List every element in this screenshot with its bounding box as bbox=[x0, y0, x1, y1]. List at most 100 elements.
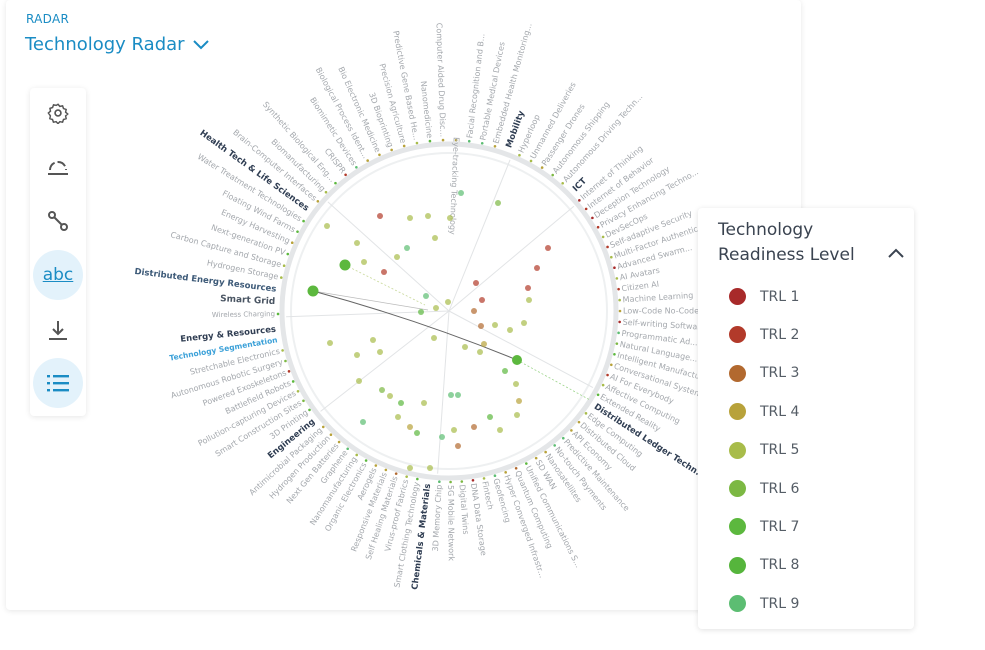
selected-technology-dot[interactable] bbox=[307, 285, 319, 297]
technology-dot[interactable] bbox=[377, 213, 383, 219]
settings-button[interactable] bbox=[33, 88, 83, 138]
technology-dot[interactable] bbox=[534, 265, 540, 271]
technology-dot[interactable] bbox=[425, 213, 431, 219]
technology-tick bbox=[493, 144, 497, 148]
technology-dot[interactable] bbox=[381, 269, 387, 275]
technology-label[interactable]: Nanomedicine bbox=[419, 80, 434, 138]
technology-dot[interactable] bbox=[431, 335, 437, 341]
technology-dot[interactable] bbox=[455, 392, 461, 398]
technology-dot[interactable] bbox=[398, 400, 404, 406]
technology-dot[interactable] bbox=[471, 424, 477, 430]
legend-item-trl-4[interactable]: TRL 4 bbox=[729, 403, 799, 421]
technology-dot[interactable] bbox=[492, 322, 498, 328]
technology-label[interactable]: Computer Aided Drug Disc... bbox=[434, 23, 447, 138]
technology-dot[interactable] bbox=[445, 299, 451, 305]
technology-dot[interactable] bbox=[513, 381, 519, 387]
technology-dot[interactable] bbox=[477, 349, 483, 355]
technology-dot[interactable] bbox=[525, 285, 531, 291]
connections-button[interactable] bbox=[33, 196, 83, 246]
highlighted-technology-dot[interactable] bbox=[512, 355, 522, 365]
technology-dot[interactable] bbox=[439, 434, 445, 440]
technology-dot[interactable] bbox=[448, 392, 454, 398]
legend-item-trl-5[interactable]: TRL 5 bbox=[729, 441, 799, 459]
chevron-up-icon[interactable] bbox=[888, 248, 904, 258]
technology-label[interactable]: 5G Mobile Network bbox=[446, 485, 456, 561]
technology-dot[interactable] bbox=[514, 412, 520, 418]
technology-dot[interactable] bbox=[394, 254, 400, 260]
technology-dot[interactable] bbox=[356, 378, 362, 384]
technology-dot[interactable] bbox=[361, 259, 367, 265]
technology-dot[interactable] bbox=[379, 387, 385, 393]
technology-dot[interactable] bbox=[432, 235, 438, 241]
legend-item-trl-1[interactable]: TRL 1 bbox=[729, 288, 799, 305]
legend-item-trl-3[interactable]: TRL 3 bbox=[729, 364, 799, 382]
technology-dot[interactable] bbox=[387, 393, 393, 399]
technology-dot[interactable] bbox=[354, 240, 360, 246]
technology-dot[interactable] bbox=[507, 327, 513, 333]
technology-dot[interactable] bbox=[377, 349, 383, 355]
legend-item-trl-6[interactable]: TRL 6 bbox=[729, 480, 799, 497]
technology-dot[interactable] bbox=[324, 223, 330, 229]
technology-dot[interactable] bbox=[455, 443, 461, 449]
technology-label[interactable]: Fintech bbox=[480, 480, 495, 510]
technology-dot[interactable] bbox=[458, 190, 464, 196]
technology-dot[interactable] bbox=[407, 215, 413, 221]
sector-divider bbox=[448, 310, 594, 388]
technology-label[interactable]: Low-Code No-Code bbox=[623, 307, 699, 316]
highlighted-technology-dot[interactable] bbox=[339, 259, 351, 271]
technology-label[interactable]: Digital Twins bbox=[458, 484, 471, 535]
technology-dot[interactable] bbox=[418, 309, 424, 315]
technology-dot[interactable] bbox=[462, 344, 468, 350]
technology-tick bbox=[596, 225, 600, 229]
technology-dot[interactable] bbox=[427, 465, 433, 471]
technology-dot[interactable] bbox=[497, 427, 503, 433]
technology-label[interactable]: Wireless Charging bbox=[212, 310, 275, 319]
technology-dot[interactable] bbox=[479, 297, 485, 303]
technology-dot[interactable] bbox=[395, 414, 401, 420]
view-mode-button[interactable] bbox=[33, 142, 83, 192]
technology-dot[interactable] bbox=[447, 215, 453, 221]
technology-dot[interactable] bbox=[414, 430, 420, 436]
technology-dot[interactable] bbox=[516, 398, 522, 404]
technology-dot[interactable] bbox=[487, 414, 493, 420]
technology-dot[interactable] bbox=[471, 308, 477, 314]
technology-label[interactable]: Machine Learning bbox=[622, 291, 693, 305]
legend-item-trl-7[interactable]: TRL 7 bbox=[729, 518, 799, 536]
technology-label[interactable]: 3D Memory Chip bbox=[431, 484, 444, 551]
legend-toggle-button[interactable] bbox=[33, 358, 83, 408]
group-label[interactable]: Smart Grid bbox=[220, 294, 276, 307]
labels-toggle-button[interactable]: abc bbox=[33, 250, 83, 300]
trl-legend: Technology Readiness Level TRL 1 TRL 2 TRL… bbox=[698, 208, 914, 629]
technology-tick bbox=[390, 148, 393, 152]
technology-dot[interactable] bbox=[407, 465, 413, 471]
technology-tick bbox=[460, 480, 464, 483]
legend-item-trl-2[interactable]: TRL 2 bbox=[729, 326, 799, 344]
gear-icon bbox=[47, 103, 69, 124]
connection-icon bbox=[48, 211, 68, 231]
technology-dot[interactable] bbox=[545, 245, 551, 251]
technology-dot[interactable] bbox=[478, 323, 484, 329]
technology-dot[interactable] bbox=[502, 368, 508, 374]
legend-item-trl-8[interactable]: TRL 8 bbox=[729, 556, 799, 574]
technology-dot[interactable] bbox=[521, 320, 527, 326]
technology-tick bbox=[601, 383, 605, 387]
technology-dot[interactable] bbox=[433, 305, 439, 311]
technology-label[interactable]: Eye-tracking Technology bbox=[448, 137, 461, 235]
technology-dot[interactable] bbox=[404, 245, 410, 251]
technology-dot[interactable] bbox=[526, 297, 532, 303]
technology-dot[interactable] bbox=[421, 400, 427, 406]
technology-dot[interactable] bbox=[327, 340, 333, 346]
technology-dot[interactable] bbox=[451, 427, 457, 433]
technology-dot[interactable] bbox=[473, 280, 479, 286]
technology-dot[interactable] bbox=[360, 419, 366, 425]
technology-dot[interactable] bbox=[495, 200, 501, 206]
download-button[interactable] bbox=[33, 305, 83, 355]
technology-dot[interactable] bbox=[370, 337, 376, 343]
technology-dot[interactable] bbox=[481, 341, 487, 347]
radar-selector[interactable]: Technology Radar bbox=[25, 34, 209, 55]
technology-dot[interactable] bbox=[407, 424, 413, 430]
technology-label[interactable]: Citizen AI bbox=[621, 280, 660, 294]
technology-dot[interactable] bbox=[423, 293, 429, 299]
technology-dot[interactable] bbox=[354, 352, 360, 358]
legend-item-trl-9[interactable]: TRL 9 bbox=[729, 595, 799, 613]
